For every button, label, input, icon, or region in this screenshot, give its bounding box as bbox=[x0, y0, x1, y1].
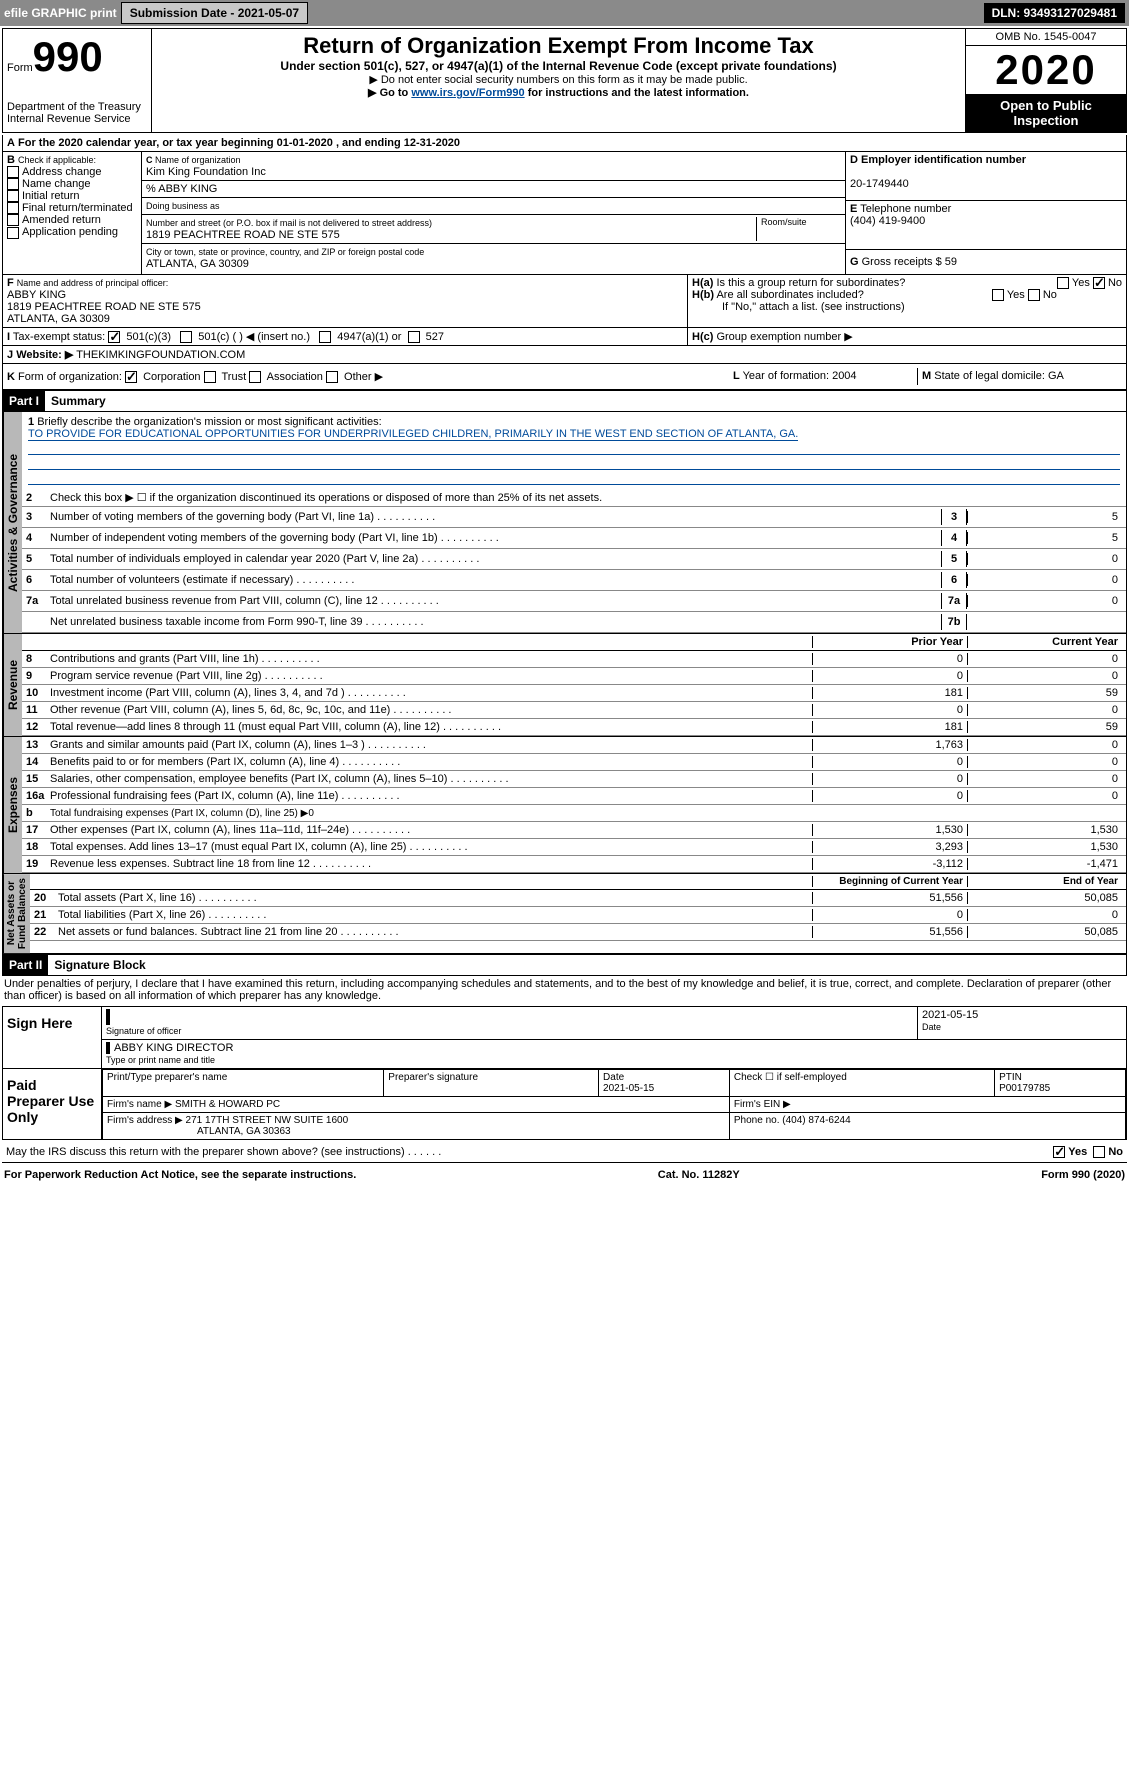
subtitle2: ▶ Do not enter social security numbers o… bbox=[156, 73, 961, 86]
state-domicile: State of legal domicile: GA bbox=[934, 370, 1064, 382]
box-h: H(a) Is this a group return for subordin… bbox=[688, 275, 1126, 327]
phone: (404) 419-9400 bbox=[850, 215, 925, 227]
ha-yes-checkbox[interactable] bbox=[1057, 277, 1069, 289]
gross-receipts: Gross receipts $ 59 bbox=[862, 256, 957, 268]
form-version: Form 990 (2020) bbox=[1041, 1169, 1125, 1181]
subtitle1: Under section 501(c), 527, or 4947(a)(1)… bbox=[156, 59, 961, 73]
signer-name: ABBY KING DIRECTOR bbox=[114, 1042, 233, 1054]
top-bar: efile GRAPHIC print Submission Date - 20… bbox=[0, 0, 1129, 26]
part1-header: Part ISummary bbox=[2, 390, 1127, 412]
sign-here-label: Sign Here bbox=[3, 1007, 102, 1068]
open-public: Open to Public Inspection bbox=[966, 94, 1126, 132]
website: THEKIMKINGFOUNDATION.COM bbox=[76, 349, 245, 361]
discuss-yes-checkbox[interactable] bbox=[1053, 1146, 1065, 1158]
omb: OMB No. 1545-0047 bbox=[966, 29, 1126, 46]
form-header: Form990 Department of the Treasury Inter… bbox=[2, 28, 1127, 133]
expenses-label: Expenses bbox=[3, 737, 22, 873]
hb-no-checkbox[interactable] bbox=[1028, 289, 1040, 301]
section-bcdefg: B Check if applicable: Address changeNam… bbox=[2, 152, 1127, 275]
revenue-section: Revenue Prior YearCurrent Year 8Contribu… bbox=[2, 634, 1127, 737]
expenses-section: Expenses 13Grants and similar amounts pa… bbox=[2, 737, 1127, 874]
city-state-zip: ATLANTA, GA 30309 bbox=[146, 258, 249, 270]
discuss-row: May the IRS discuss this return with the… bbox=[2, 1142, 1127, 1163]
discuss-no-checkbox[interactable] bbox=[1093, 1146, 1105, 1158]
corp-checkbox[interactable] bbox=[125, 371, 137, 383]
section-j: J Website: ▶ THEKIMKINGFOUNDATION.COM bbox=[2, 346, 1127, 364]
signature-block: Sign Here Signature of officer 2021-05-1… bbox=[2, 1006, 1127, 1140]
netassets-section: Net Assets orFund Balances Beginning of … bbox=[2, 874, 1127, 954]
form-title: Return of Organization Exempt From Incom… bbox=[156, 33, 961, 59]
sign-date: 2021-05-15 bbox=[922, 1009, 978, 1021]
dln: DLN: 93493127029481 bbox=[984, 3, 1125, 23]
officer-name: ABBY KING bbox=[7, 289, 66, 301]
part2-header: Part IISignature Block bbox=[2, 954, 1127, 976]
line-a: A For the 2020 calendar year, or tax yea… bbox=[2, 135, 1127, 152]
mission-text: TO PROVIDE FOR EDUCATIONAL OPPORTUNITIES… bbox=[28, 428, 798, 441]
page-footer: For Paperwork Reduction Act Notice, see … bbox=[0, 1165, 1129, 1185]
preparer-table: Print/Type preparer's namePreparer's sig… bbox=[102, 1069, 1126, 1139]
form-number: 990 bbox=[33, 33, 103, 80]
paid-preparer-label: Paid Preparer Use Only bbox=[3, 1069, 102, 1139]
activities-section: Activities & Governance 1 Briefly descri… bbox=[2, 412, 1127, 634]
box-c: C Name of organizationKim King Foundatio… bbox=[142, 152, 846, 274]
submission-date[interactable]: Submission Date - 2021-05-07 bbox=[121, 2, 308, 24]
year-formation: Year of formation: 2004 bbox=[743, 370, 857, 382]
ha-no-checkbox[interactable] bbox=[1093, 277, 1105, 289]
ein: 20-1749440 bbox=[850, 178, 909, 190]
dept: Department of the Treasury bbox=[7, 101, 147, 113]
501c3-checkbox[interactable] bbox=[108, 331, 120, 343]
firm-address: Firm's address ▶ 271 17TH STREET NW SUIT… bbox=[107, 1115, 348, 1126]
ptin: P00179785 bbox=[999, 1083, 1050, 1094]
section-klm: K Form of organization: Corporation Trus… bbox=[2, 364, 1127, 390]
activities-label: Activities & Governance bbox=[3, 412, 22, 633]
org-name: Kim King Foundation Inc bbox=[146, 166, 266, 178]
subtitle3: ▶ Go to www.irs.gov/Form990 for instruct… bbox=[156, 86, 961, 99]
form-label: Form bbox=[7, 62, 33, 74]
irs: Internal Revenue Service bbox=[7, 113, 147, 125]
revenue-label: Revenue bbox=[3, 634, 22, 736]
netassets-label: Net Assets orFund Balances bbox=[3, 874, 30, 953]
tax-year: 2020 bbox=[966, 46, 1126, 94]
hb-yes-checkbox[interactable] bbox=[992, 289, 1004, 301]
section-fh: F Name and address of principal officer:… bbox=[2, 275, 1127, 328]
box-b: B Check if applicable: Address changeNam… bbox=[3, 152, 142, 274]
firm-name: Firm's name ▶ SMITH & HOWARD PC bbox=[103, 1097, 730, 1113]
efile-label[interactable]: efile GRAPHIC print bbox=[4, 6, 117, 20]
firm-phone: Phone no. (404) 874-6244 bbox=[729, 1113, 1125, 1140]
perjury-text: Under penalties of perjury, I declare th… bbox=[2, 976, 1127, 1004]
care-of: % ABBY KING bbox=[142, 181, 845, 198]
section-i: I Tax-exempt status: 501(c)(3) 501(c) ( … bbox=[2, 328, 1127, 346]
box-deg: D Employer identification number20-17494… bbox=[846, 152, 1126, 274]
street-address: 1819 PEACHTREE ROAD NE STE 575 bbox=[146, 229, 340, 241]
box-f: F Name and address of principal officer:… bbox=[3, 275, 688, 327]
irs-link[interactable]: www.irs.gov/Form990 bbox=[411, 87, 524, 99]
